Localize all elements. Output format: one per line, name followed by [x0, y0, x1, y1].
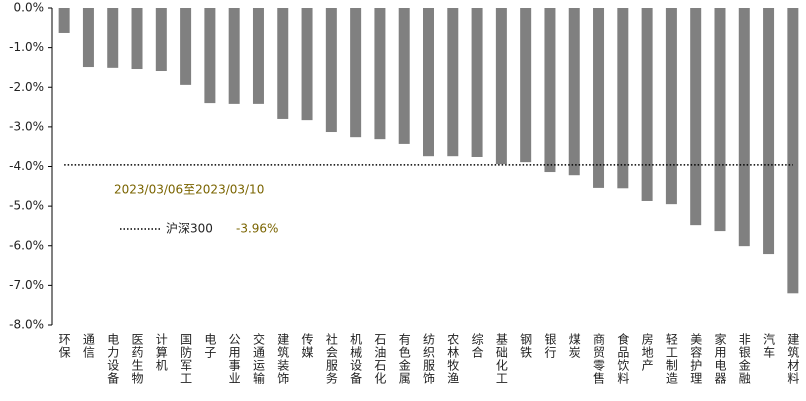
bar [471, 8, 483, 157]
bar [204, 8, 216, 104]
x-tick-label: 基础化工 [494, 333, 508, 385]
y-tick-label: -8.0% [9, 318, 44, 332]
x-tick-label: 国防军工 [179, 333, 193, 385]
bar [714, 8, 726, 232]
bar [665, 8, 677, 205]
x-tick-label: 机械设备 [349, 333, 363, 385]
bar [325, 8, 337, 133]
bar [228, 8, 240, 104]
bar [301, 8, 313, 121]
bar [82, 8, 94, 68]
x-tick-label: 商贸零售 [592, 332, 606, 385]
x-tick-label: 农林牧渔 [446, 333, 460, 385]
legend-label: 沪深300 [166, 222, 213, 236]
legend-value: -3.96% [236, 222, 278, 236]
y-tick-label: -2.0% [9, 80, 44, 94]
bar [763, 8, 775, 255]
bar [544, 8, 556, 173]
x-tick-label: 轻工制造 [664, 333, 678, 385]
bar [690, 8, 702, 226]
x-tick-label: 煤炭 [567, 333, 581, 359]
x-tick-label: 电力设备 [106, 333, 120, 385]
y-tick-label: -6.0% [9, 238, 44, 252]
x-tick-label: 家用电器 [713, 332, 727, 385]
bar [593, 8, 605, 188]
bar [180, 8, 192, 85]
y-tick-label: -5.0% [9, 199, 44, 213]
x-tick-label: 非银金融 [737, 333, 751, 385]
x-tick-label: 银行 [543, 333, 557, 359]
bar [350, 8, 362, 138]
x-tick-label: 交通运输 [251, 332, 265, 385]
y-tick-label: -7.0% [9, 278, 44, 292]
x-tick-label: 综合 [470, 333, 484, 359]
bar [374, 8, 386, 140]
bar [495, 8, 507, 165]
bar [398, 8, 410, 144]
bar [738, 8, 750, 247]
bar [252, 8, 264, 104]
x-tick-label: 石油石化 [373, 333, 387, 385]
x-tick-label: 环保 [57, 333, 71, 359]
y-tick-label: -4.0% [9, 159, 44, 173]
x-tick-label: 纺织服饰 [422, 333, 436, 385]
bar [277, 8, 289, 119]
bar [617, 8, 629, 189]
x-tick-label: 建筑材料 [786, 333, 800, 385]
x-tick-label: 通信 [81, 333, 95, 359]
annotation: 2023/03/06至2023/03/10 [114, 183, 264, 197]
bar [107, 8, 119, 68]
y-tick-label: -1.0% [9, 40, 44, 54]
bar [58, 8, 70, 33]
bar [423, 8, 434, 157]
x-tick-label: 计算机 [154, 333, 168, 372]
x-tick-label: 汽车 [762, 332, 776, 359]
x-tick-label: 钢铁 [519, 333, 533, 359]
bar [641, 8, 653, 201]
bar [568, 8, 580, 176]
x-tick-label: 电子 [203, 333, 217, 359]
y-tick-label: -3.0% [9, 119, 44, 133]
x-tick-label: 社会服务 [324, 332, 338, 385]
bar [155, 8, 167, 72]
x-tick-label: 建筑装饰 [276, 333, 290, 385]
y-tick-label: 0.0% [14, 1, 45, 15]
bar [447, 8, 459, 157]
x-tick-label: 美容护理 [689, 333, 703, 385]
x-tick-label: 有色金属 [397, 333, 411, 385]
bar [787, 8, 799, 294]
bar [131, 8, 143, 70]
bar [520, 8, 532, 163]
x-tick-label: 食品饮料 [616, 332, 630, 385]
x-tick-label: 房地产 [640, 332, 654, 372]
x-tick-label: 公用事业 [227, 333, 241, 385]
x-tick-label: 传媒 [300, 332, 314, 359]
x-tick-label: 医药生物 [130, 333, 144, 385]
